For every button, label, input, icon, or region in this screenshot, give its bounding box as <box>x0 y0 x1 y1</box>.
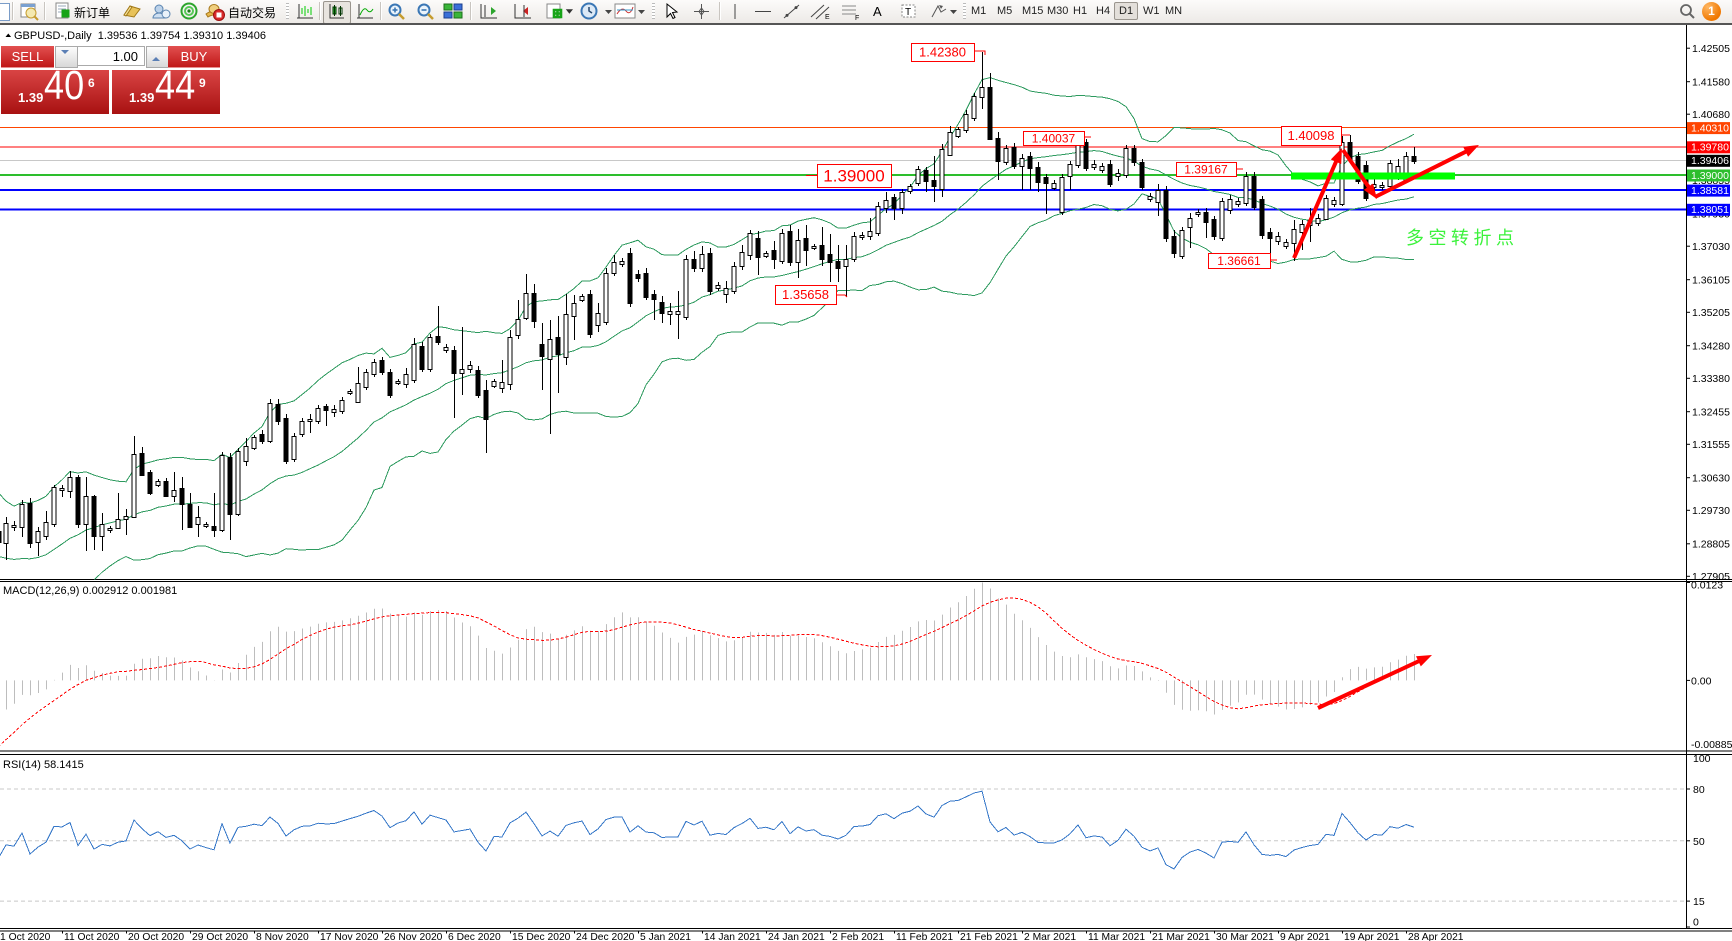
svg-text:50: 50 <box>1693 836 1705 848</box>
svg-text:1.30630: 1.30630 <box>1692 473 1730 485</box>
svg-text:0: 0 <box>1693 917 1699 929</box>
svg-text:21 Mar 2021: 21 Mar 2021 <box>1152 932 1210 941</box>
svg-text:1.39000: 1.39000 <box>1691 170 1729 182</box>
svg-text:0.0123: 0.0123 <box>1691 580 1723 592</box>
svg-text:2 Mar 2021: 2 Mar 2021 <box>1024 932 1076 941</box>
svg-text:15 Dec 2020: 15 Dec 2020 <box>512 932 571 941</box>
svg-text:1.37030: 1.37030 <box>1692 241 1730 253</box>
svg-text:24 Dec 2020: 24 Dec 2020 <box>576 932 635 941</box>
svg-text:20 Oct 2020: 20 Oct 2020 <box>128 932 184 941</box>
svg-text:21 Feb 2021: 21 Feb 2021 <box>960 932 1018 941</box>
svg-text:1.39780: 1.39780 <box>1691 142 1729 154</box>
svg-text:80: 80 <box>1693 784 1705 796</box>
svg-text:1.39406: 1.39406 <box>1691 155 1729 167</box>
svg-text:1.36105: 1.36105 <box>1692 275 1730 287</box>
svg-text:1.28805: 1.28805 <box>1692 539 1730 551</box>
svg-text:1.39167: 1.39167 <box>1184 162 1228 176</box>
svg-text:24 Jan 2021: 24 Jan 2021 <box>768 932 825 941</box>
svg-text:17 Nov 2020: 17 Nov 2020 <box>320 932 379 941</box>
svg-text:11 Oct 2020: 11 Oct 2020 <box>64 932 120 941</box>
svg-text:1.35205: 1.35205 <box>1692 307 1730 319</box>
svg-text:1.40037: 1.40037 <box>1032 131 1076 145</box>
svg-text:1.34280: 1.34280 <box>1692 341 1730 353</box>
svg-text:1.40310: 1.40310 <box>1691 122 1729 134</box>
svg-text:-0.008859: -0.008859 <box>1691 739 1732 751</box>
svg-text:26 Nov 2020: 26 Nov 2020 <box>384 932 443 941</box>
svg-text:F: F <box>855 15 859 21</box>
svg-text:11 Mar 2021: 11 Mar 2021 <box>1088 932 1145 941</box>
svg-text:MACD(12,26,9) 0.002912 0.00198: MACD(12,26,9) 0.002912 0.001981 <box>3 585 177 597</box>
svg-text:1.42380: 1.42380 <box>919 45 966 60</box>
svg-text:30 Mar 2021: 30 Mar 2021 <box>1216 932 1274 941</box>
svg-text:19 Apr 2021: 19 Apr 2021 <box>1344 932 1400 941</box>
svg-text:1.38051: 1.38051 <box>1691 204 1729 216</box>
svg-text:多空转折点: 多空转折点 <box>1406 228 1519 248</box>
svg-text:1.35658: 1.35658 <box>782 287 829 302</box>
svg-text:1.32455: 1.32455 <box>1692 407 1730 419</box>
svg-text:1.31555: 1.31555 <box>1692 439 1730 451</box>
svg-text:1.41580: 1.41580 <box>1692 77 1730 89</box>
svg-text:RSI(14) 58.1415: RSI(14) 58.1415 <box>3 759 84 771</box>
svg-text:1.40680: 1.40680 <box>1692 109 1730 121</box>
svg-text:1 Oct 2020: 1 Oct 2020 <box>0 932 51 941</box>
svg-text:1.33380: 1.33380 <box>1692 373 1730 385</box>
svg-text:15: 15 <box>1693 896 1705 908</box>
svg-text:1.42505: 1.42505 <box>1692 43 1730 55</box>
svg-text:8 Nov 2020: 8 Nov 2020 <box>256 932 309 941</box>
svg-text:100: 100 <box>1693 753 1711 765</box>
svg-text:1.29730: 1.29730 <box>1692 505 1730 517</box>
svg-text:1.40098: 1.40098 <box>1288 128 1335 143</box>
svg-text:14 Jan 2021: 14 Jan 2021 <box>704 932 761 941</box>
svg-text:1.36661: 1.36661 <box>1217 254 1261 268</box>
svg-text:GBPUSD-,Daily 1.39536 1.39754: GBPUSD-,Daily 1.39536 1.39754 1.39310 1.… <box>14 30 266 42</box>
svg-text:E: E <box>825 14 830 21</box>
svg-text:5 Jan 2021: 5 Jan 2021 <box>640 932 691 941</box>
svg-text:1.27905: 1.27905 <box>1692 571 1730 583</box>
svg-text:11 Feb 2021: 11 Feb 2021 <box>896 932 953 941</box>
svg-text:28 Apr 2021: 28 Apr 2021 <box>1408 932 1464 941</box>
svg-text:1.38581: 1.38581 <box>1691 185 1729 197</box>
svg-text:0.00: 0.00 <box>1691 675 1712 687</box>
svg-text:2 Feb 2021: 2 Feb 2021 <box>832 932 884 941</box>
svg-text:29 Oct 2020: 29 Oct 2020 <box>192 932 248 941</box>
svg-text:9 Apr 2021: 9 Apr 2021 <box>1280 932 1330 941</box>
svg-text:T: T <box>905 7 911 18</box>
svg-text:1.39000: 1.39000 <box>823 167 884 186</box>
svg-text:6 Dec 2020: 6 Dec 2020 <box>448 932 501 941</box>
